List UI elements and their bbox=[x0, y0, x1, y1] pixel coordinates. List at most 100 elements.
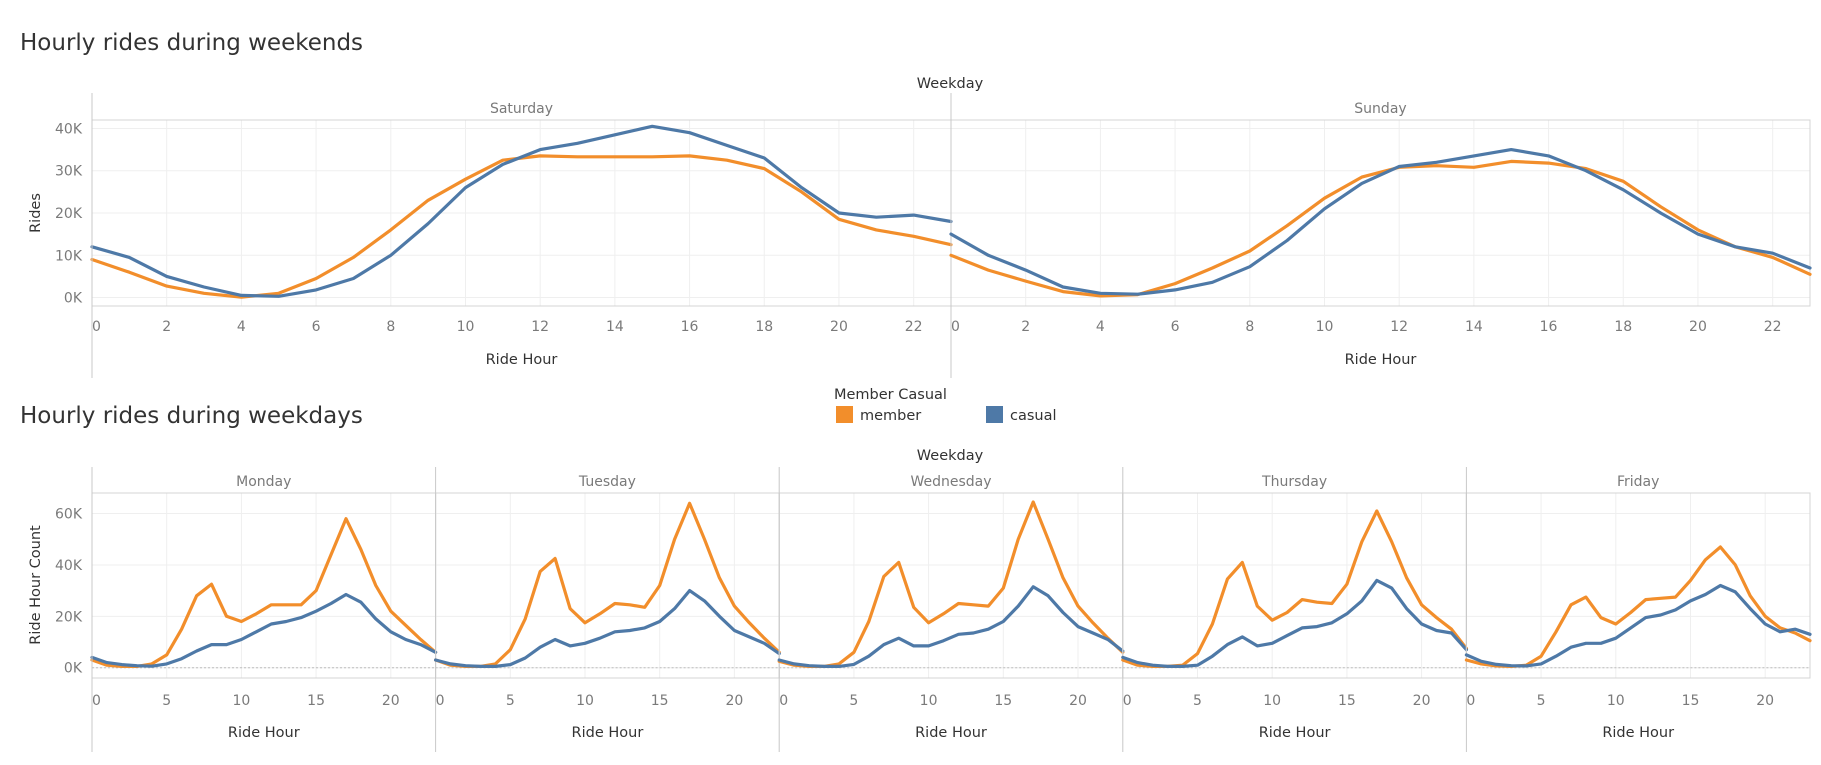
weekend-chart: Rides 0K 10K 20K 30K 40K Saturday 0 2 4 6 8 10 12 14 16… bbox=[28, 93, 1812, 378]
legend-swatch-member bbox=[836, 406, 853, 423]
x-tick-label: 14 bbox=[1465, 319, 1483, 335]
series-line-member-tuesday bbox=[434, 501, 781, 669]
x-tick-label: 20 bbox=[1689, 319, 1707, 335]
facet-label-tuesday: Tuesday bbox=[578, 474, 636, 490]
legend: Member Casual member casual bbox=[834, 387, 1057, 424]
legend-label-casual: casual bbox=[1010, 408, 1057, 424]
x-axis-title: Ride Hour bbox=[1259, 725, 1331, 741]
x-tick-label: 12 bbox=[531, 319, 549, 335]
x-tick-label: 20 bbox=[1069, 693, 1087, 709]
x-tick-label: 0 bbox=[92, 319, 101, 335]
series-line-member-sunday bbox=[949, 159, 1812, 298]
x-tick-label: 16 bbox=[1540, 319, 1558, 335]
series-line-member-saturday bbox=[90, 154, 953, 299]
weekend-y-axis-title: Rides bbox=[28, 193, 44, 233]
x-tick-label: 10 bbox=[457, 319, 475, 335]
legend-label-member: member bbox=[860, 408, 921, 424]
x-tick-label: 0 bbox=[92, 693, 101, 709]
panel-saturday: Saturday 0 2 4 6 8 10 12 14 16 18 20 22 Ride Hour bbox=[90, 101, 953, 368]
weekday-y-tick-label: 60K bbox=[55, 507, 83, 523]
x-axis-title: Ride Hour bbox=[1602, 725, 1674, 741]
x-tick-label: 5 bbox=[506, 693, 515, 709]
panel-frame bbox=[1465, 492, 1811, 679]
weekday-chart-title: Hourly rides during weekdays bbox=[20, 403, 363, 429]
x-tick-label: 15 bbox=[1338, 693, 1356, 709]
weekday-y-tick-label: 20K bbox=[55, 609, 83, 625]
x-tick-label: 6 bbox=[312, 319, 321, 335]
weekday-chart: Ride Hour Count 0K 20K 40K 60K Monday 0 5 10 15 20… bbox=[28, 467, 1812, 752]
x-tick-label: 10 bbox=[1316, 319, 1334, 335]
weekday-y-tick-label: 0K bbox=[64, 661, 83, 677]
x-tick-label: 22 bbox=[905, 319, 923, 335]
weekend-y-tick-label: 40K bbox=[55, 121, 83, 137]
panel-friday: Friday 0 5 10 15 20 Ride Hour bbox=[1464, 467, 1812, 752]
facet-label-wednesday: Wednesday bbox=[910, 474, 991, 490]
x-tick-label: 22 bbox=[1764, 319, 1782, 335]
x-tick-label: 10 bbox=[576, 693, 594, 709]
weekend-y-tick-label: 20K bbox=[55, 206, 83, 222]
x-tick-label: 16 bbox=[681, 319, 699, 335]
panel-frame bbox=[435, 492, 780, 679]
x-tick-label: 2 bbox=[162, 319, 171, 335]
series-line-casual-monday bbox=[90, 592, 438, 668]
x-axis-title: Ride Hour bbox=[486, 352, 558, 368]
panel-wednesday: Wednesday 0 5 10 15 20 Ride Hour bbox=[777, 467, 1125, 752]
weekday-column-header: Weekday bbox=[917, 448, 984, 464]
series-line-member-monday bbox=[90, 517, 438, 669]
panel-thursday: Thursday 0 5 10 15 20 Ride Hour bbox=[1121, 467, 1469, 752]
x-tick-label: 5 bbox=[1537, 693, 1546, 709]
x-axis-title: Ride Hour bbox=[915, 725, 987, 741]
x-tick-label: 18 bbox=[755, 319, 773, 335]
x-tick-label: 10 bbox=[232, 693, 250, 709]
x-tick-label: 8 bbox=[386, 319, 395, 335]
x-tick-label: 0 bbox=[779, 693, 788, 709]
x-tick-label: 18 bbox=[1614, 319, 1632, 335]
facet-label-monday: Monday bbox=[236, 474, 291, 490]
x-tick-label: 0 bbox=[951, 319, 960, 335]
weekend-column-header: Weekday bbox=[917, 76, 984, 92]
weekday-y-axis-title: Ride Hour Count bbox=[28, 525, 44, 645]
x-axis-title: Ride Hour bbox=[228, 725, 300, 741]
x-tick-label: 15 bbox=[1682, 693, 1700, 709]
x-tick-label: 15 bbox=[651, 693, 669, 709]
facet-label-thursday: Thursday bbox=[1261, 474, 1327, 490]
panel-frame bbox=[778, 492, 1124, 679]
series-line-casual-sunday bbox=[949, 148, 1812, 296]
facet-label-friday: Friday bbox=[1617, 474, 1659, 490]
legend-title: Member Casual bbox=[834, 387, 947, 403]
series-line-casual-friday bbox=[1464, 583, 1812, 668]
series-line-casual-thursday bbox=[1121, 578, 1469, 669]
legend-swatch-casual bbox=[986, 406, 1003, 423]
weekend-y-tick-label: 30K bbox=[55, 164, 83, 180]
series-line-member-thursday bbox=[1121, 509, 1469, 669]
panel-monday: Monday 0 5 10 15 20 Ride Hour bbox=[90, 474, 438, 741]
weekend-y-tick-label: 10K bbox=[55, 248, 83, 264]
panel-tuesday: Tuesday 0 5 10 15 20 Ride Hour bbox=[434, 467, 781, 752]
x-tick-label: 15 bbox=[307, 693, 325, 709]
x-tick-label: 8 bbox=[1245, 319, 1254, 335]
x-tick-label: 20 bbox=[1413, 693, 1431, 709]
series-line-member-wednesday bbox=[777, 500, 1125, 669]
x-tick-label: 5 bbox=[849, 693, 858, 709]
x-tick-label: 20 bbox=[1756, 693, 1774, 709]
x-axis-title: Ride Hour bbox=[572, 725, 644, 741]
x-tick-label: 0 bbox=[1123, 693, 1132, 709]
x-tick-label: 0 bbox=[436, 693, 445, 709]
series-line-casual-tuesday bbox=[434, 588, 781, 669]
x-tick-label: 20 bbox=[725, 693, 743, 709]
x-tick-label: 5 bbox=[1193, 693, 1202, 709]
x-tick-label: 10 bbox=[1263, 693, 1281, 709]
weekend-y-tick-label: 0K bbox=[64, 291, 83, 307]
x-tick-label: 10 bbox=[920, 693, 938, 709]
facet-label-sunday: Sunday bbox=[1354, 101, 1406, 117]
x-tick-label: 6 bbox=[1171, 319, 1180, 335]
x-tick-label: 20 bbox=[830, 319, 848, 335]
series-line-casual-saturday bbox=[90, 124, 953, 298]
facet-label-saturday: Saturday bbox=[490, 101, 553, 117]
x-tick-label: 14 bbox=[606, 319, 624, 335]
weekday-y-tick-label: 40K bbox=[55, 558, 83, 574]
x-tick-label: 0 bbox=[1466, 693, 1475, 709]
x-tick-label: 12 bbox=[1390, 319, 1408, 335]
x-tick-label: 15 bbox=[994, 693, 1012, 709]
